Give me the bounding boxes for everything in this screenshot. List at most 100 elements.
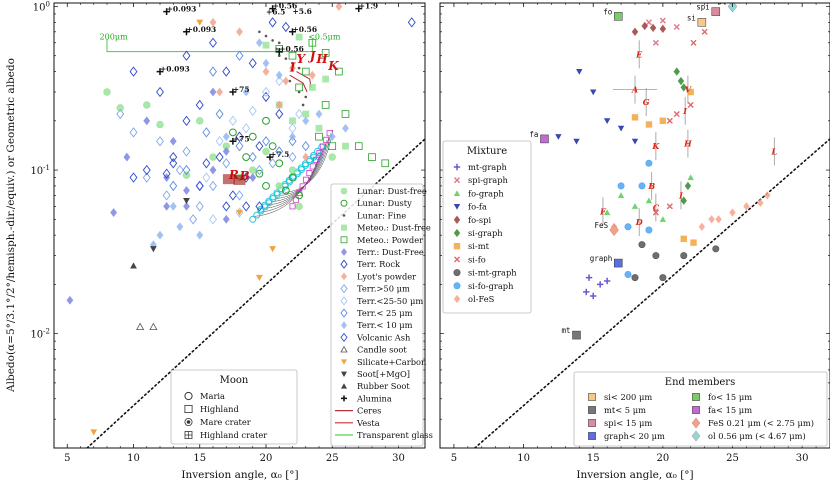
si-mt-graph-point-1-shape xyxy=(652,252,660,260)
mixture-legend-marker-mt-graph xyxy=(453,163,461,171)
terr-50-m-point-5 xyxy=(209,180,217,192)
si-mt-graph-point-1 xyxy=(652,252,660,260)
lunar-fine-point-11 xyxy=(304,95,308,99)
terr-50-m-point-12-shape xyxy=(288,151,297,163)
terr-25-m-point-12-shape xyxy=(235,50,244,61)
legend-marker-silicate-carbon-shape xyxy=(341,359,347,365)
terr-10-m-point-7-shape xyxy=(262,58,270,68)
end-member-fa-15-m xyxy=(540,134,549,144)
lunar-fine-point-1 xyxy=(264,34,268,38)
terr-10-m-point-5 xyxy=(242,87,250,97)
fo-fa-point-0 xyxy=(576,69,583,75)
meteo-dust-free-point-3-shape xyxy=(302,110,310,118)
silicate-carbon-point-4-shape xyxy=(90,429,98,436)
terr-25-m-point-3-shape xyxy=(215,108,224,120)
volcanic-ash-point-4 xyxy=(195,180,204,192)
terr-25-m-point-6 xyxy=(262,136,270,147)
magenta-model-point-4 xyxy=(302,176,309,183)
terr-rock-point-10-shape xyxy=(248,58,257,69)
letter-g-2: G xyxy=(643,97,650,107)
moon-legend-label-mare-crater: Mare crater xyxy=(200,417,251,427)
mixture-legend-marker-si-mt-graph xyxy=(453,269,461,277)
terr-dust-free-point-11-shape xyxy=(143,116,151,126)
line-transparent-glass xyxy=(106,39,313,53)
cyan-model-point-5-shape xyxy=(269,195,277,203)
end-member-label-ol: ol xyxy=(717,0,726,6)
main-legend-box xyxy=(330,183,424,447)
terr-10-m-point-11-shape xyxy=(315,109,323,119)
magenta-model-point-3-shape xyxy=(299,183,306,190)
si-mt-point-1 xyxy=(645,121,653,128)
left-xtick-label-10: 10 xyxy=(127,453,140,464)
terr-25-50-m-point-9 xyxy=(288,123,297,134)
lunar-fine-point-12 xyxy=(301,103,305,107)
terr-10-m-point-7 xyxy=(262,58,270,68)
fo-spi-point-0-shape xyxy=(641,21,648,31)
magenta-model-point-6 xyxy=(309,163,316,170)
terr-10-m-point-13-shape xyxy=(342,123,349,133)
moon-legend-marker-highland-crater xyxy=(184,431,193,439)
end-legend-marker-si-200-m-shape xyxy=(588,393,596,401)
terr-dust-free-point-12-shape xyxy=(183,201,190,211)
mt-graph-point-0 xyxy=(583,288,590,296)
meteo-powder-point-6-shape xyxy=(295,83,303,92)
terr-25-m-point-5-shape xyxy=(248,151,257,163)
legend-marker-alumina-shape xyxy=(341,395,347,402)
spi-graph-point-0 xyxy=(645,19,652,26)
meteo-powder-point-1-shape xyxy=(288,51,297,60)
end-member-label-fo: fo xyxy=(603,7,613,16)
ol-fes-point-4-shape xyxy=(757,198,764,208)
right-reference-line xyxy=(474,138,830,448)
red-block-B xyxy=(233,174,246,185)
cyan-model-point-14-shape xyxy=(306,157,314,165)
letter-d-11: D xyxy=(635,217,643,227)
legend-marker-meteo-dust-free-shape xyxy=(341,224,347,231)
mixture-legend-marker-fo-graph-shape xyxy=(453,190,461,196)
right-xtick-label-25: 25 xyxy=(726,453,739,464)
fo-graph-point-3 xyxy=(645,197,653,204)
magenta-model-point-10-shape xyxy=(323,136,330,143)
terr-25-50-m-point-1-shape xyxy=(222,201,231,212)
magenta-model-point-4-shape xyxy=(302,176,309,183)
terr-25-m-point-7-shape xyxy=(275,146,284,157)
fo-spi-point-2-shape xyxy=(659,24,667,33)
legend-marker-terr-50-m-shape xyxy=(340,283,348,294)
lunar-dust-free-point-1 xyxy=(143,101,151,109)
lunar-fine-point-0-shape xyxy=(258,30,261,34)
meteo-dust-free-point-1-shape xyxy=(295,33,303,41)
meteo-powder-point-8 xyxy=(341,110,350,118)
lunar-fine-point-0 xyxy=(258,30,261,34)
alumina-point-2 xyxy=(355,5,363,13)
legend-marker-volcanic-ash-shape xyxy=(340,332,348,343)
end-legend-label-spi-15-m: spi< 15 μm xyxy=(604,418,652,428)
legend-marker-meteo-powder xyxy=(340,236,348,244)
terr-10-m-point-9 xyxy=(289,132,296,142)
end-legend-marker-fo-15-m xyxy=(692,393,700,401)
magenta-model-point-0 xyxy=(289,203,296,210)
legend-marker-rubber-soot xyxy=(341,383,347,389)
terr-25-50-m-point-0-shape xyxy=(209,214,217,225)
silicate-carbon-point-1 xyxy=(236,209,243,216)
letter-i-4: I xyxy=(682,106,687,116)
end-members-legend-title: End members xyxy=(665,377,735,388)
spi-graph-point-3-shape xyxy=(652,39,659,46)
terr-25-m-point-0 xyxy=(169,180,178,192)
terr-25-m-point-0-shape xyxy=(169,180,178,192)
terr-dust-free-point-6 xyxy=(222,214,230,224)
terr-dust-free-point-6-shape xyxy=(222,214,230,224)
meteo-powder-point-9-shape xyxy=(354,142,363,150)
annotation-0-093-0: +0.093 xyxy=(167,5,197,14)
terr-10-m-point-3-shape xyxy=(196,230,204,240)
legend-label-terr-dust-free: Terr.: Dust-Free xyxy=(357,247,424,257)
end-member-fo-15-m-shape xyxy=(614,12,623,21)
si-fo-point-1 xyxy=(673,110,680,118)
right-xtick-label-30: 30 xyxy=(796,453,809,464)
terr-10-m-point-2 xyxy=(149,240,157,250)
legend-marker-terr-25-50-m xyxy=(340,296,348,306)
end-member-label-si: si xyxy=(687,13,696,22)
legend-marker-lunar-dusty-shape xyxy=(340,199,348,207)
terr-rock-point-9-shape xyxy=(222,66,231,77)
end-legend-label-si-200-m: si< 200 μm xyxy=(604,392,652,402)
candle-soot-point-1-shape xyxy=(149,322,158,331)
lunar-dusty-point-5-shape xyxy=(275,159,284,168)
